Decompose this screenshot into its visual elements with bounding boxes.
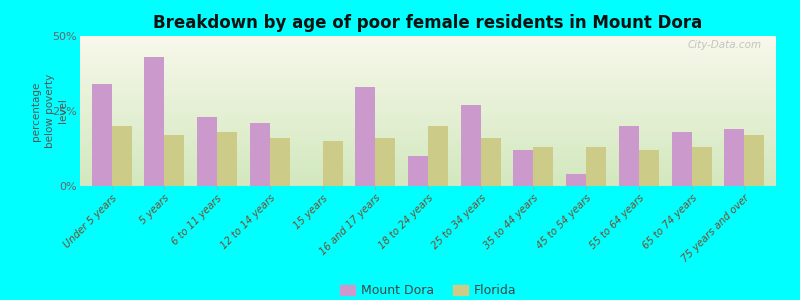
Bar (428, 126, 448, 186)
Bar (481, 138, 501, 186)
Y-axis label: percentage
below poverty
level: percentage below poverty level (31, 74, 68, 148)
Bar (566, 174, 586, 186)
Bar (534, 147, 554, 186)
Bar (355, 87, 375, 186)
Bar (514, 150, 534, 186)
Bar (270, 138, 290, 186)
Title: Breakdown by age of poor female residents in Mount Dora: Breakdown by age of poor female resident… (154, 14, 702, 32)
Bar (744, 135, 765, 186)
Bar (692, 147, 712, 186)
Text: City-Data.com: City-Data.com (688, 40, 762, 50)
Bar (375, 138, 395, 186)
Bar (724, 129, 744, 186)
Bar (197, 117, 217, 186)
Bar (639, 150, 659, 186)
Bar (92, 84, 112, 186)
Bar (322, 141, 342, 186)
Bar (461, 105, 481, 186)
Bar (586, 147, 606, 186)
Bar (408, 156, 428, 186)
Bar (672, 132, 692, 186)
Legend: Mount Dora, Florida: Mount Dora, Florida (334, 279, 522, 300)
Bar (112, 126, 132, 186)
Bar (217, 132, 237, 186)
Bar (164, 135, 184, 186)
Bar (144, 57, 164, 186)
Bar (250, 123, 270, 186)
Bar (619, 126, 639, 186)
